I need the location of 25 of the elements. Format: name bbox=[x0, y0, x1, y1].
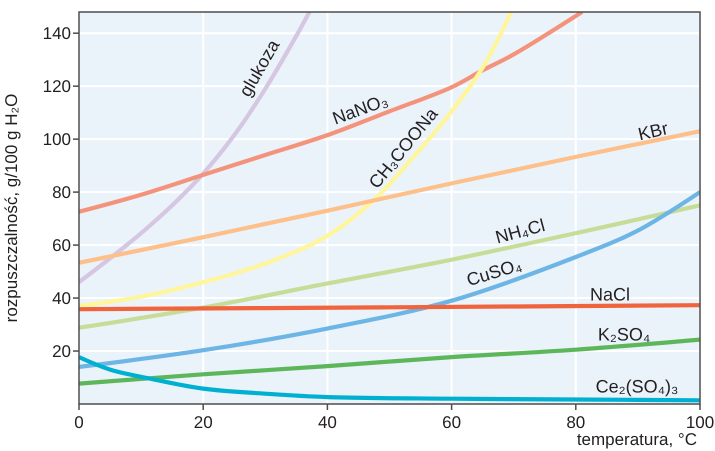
line-series bbox=[79, 12, 584, 214]
y-axis-title: rozpuszczalność, g/100 g H₂O bbox=[2, 94, 21, 322]
x-axis-title: temperatura, °C bbox=[576, 430, 697, 449]
y-tick-label: 40 bbox=[52, 289, 71, 308]
y-tick-label: 140 bbox=[42, 24, 71, 44]
y-tick-label: 100 bbox=[42, 130, 71, 150]
line-series bbox=[79, 355, 700, 402]
series-label: NaCl bbox=[590, 284, 630, 304]
x-tick-label: 100 bbox=[686, 413, 714, 432]
line-series bbox=[79, 12, 312, 284]
series-label: Ce₂(SO₄)₃ bbox=[596, 376, 678, 396]
x-tick-label: 0 bbox=[74, 413, 84, 432]
y-tick-label: 60 bbox=[52, 236, 71, 256]
y-tick-label: 20 bbox=[52, 342, 71, 361]
y-tick-label: 80 bbox=[52, 183, 71, 202]
series-label: K₂SO₄ bbox=[598, 324, 650, 344]
text: KBr bbox=[636, 118, 670, 144]
x-tick-label: 20 bbox=[194, 413, 213, 432]
x-tick-label: 80 bbox=[566, 413, 586, 432]
y-tick-label: 120 bbox=[42, 77, 71, 96]
line-series bbox=[79, 190, 700, 370]
text: NH₄Cl bbox=[493, 215, 547, 248]
x-tick-label: 60 bbox=[442, 413, 462, 432]
text: CuSO₄ bbox=[464, 254, 524, 290]
x-tick-label: 40 bbox=[318, 413, 337, 432]
